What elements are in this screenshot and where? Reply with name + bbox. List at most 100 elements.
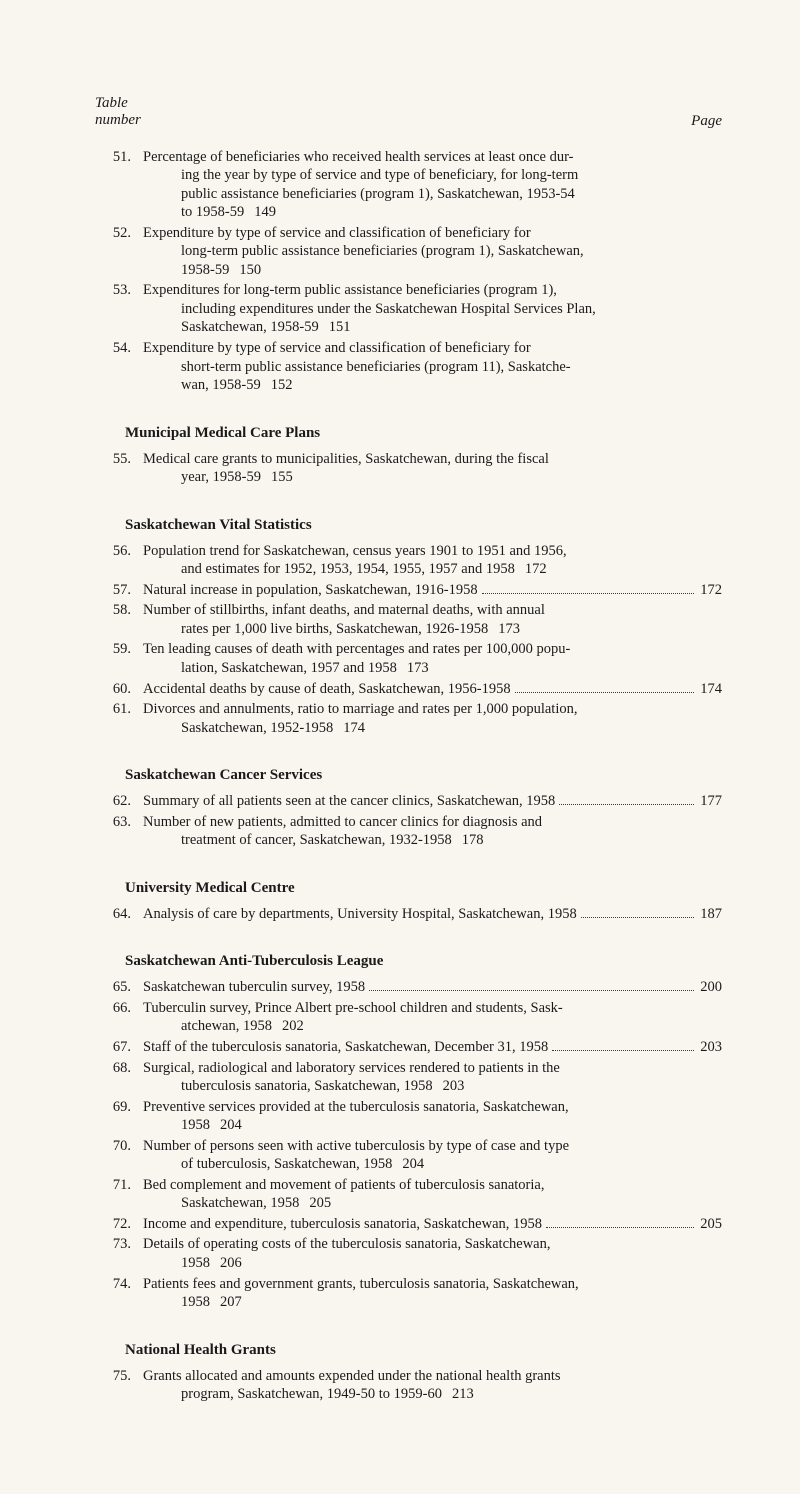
header-page-label: Page [691,113,722,130]
entry-page-number: 202 [280,1018,304,1034]
entry-last-text: Analysis of care by departments, Univers… [143,905,577,924]
entry-last-text: year, 1958-59 [181,469,261,485]
entry-last-line: 1958206 [143,1254,722,1273]
entry-number: 53. [95,281,143,337]
toc-entry: 53.Expenditures for long-term public ass… [95,281,722,337]
header-table-label: Table [95,95,128,111]
entry-number: 52. [95,224,143,280]
section-title: Saskatchewan Cancer Services [125,767,722,784]
toc-entry: 60.Accidental deaths by cause of death, … [95,680,722,699]
entry-number: 73. [95,1235,143,1272]
toc-section: 51.Percentage of beneficiaries who recei… [95,148,722,395]
entry-number: 59. [95,640,143,677]
toc-entry: 75.Grants allocated and amounts expended… [95,1367,722,1404]
entry-page-number: 152 [269,377,293,393]
entry-last-line: Saskatchewan tuberculin survey, 1958200 [143,978,722,997]
entry-body: Number of persons seen with active tuber… [143,1137,722,1174]
dot-leader [369,990,694,991]
entry-number: 60. [95,680,143,699]
toc-section: Municipal Medical Care Plans55.Medical c… [95,425,722,487]
entry-body: Patients fees and government grants, tub… [143,1275,722,1312]
entry-last-line: Natural increase in population, Saskatch… [143,581,722,600]
entry-last-line: Saskatchewan, 1958-59 151 [143,318,722,337]
section-title: Saskatchewan Vital Statistics [125,517,722,534]
entry-text-line: Number of persons seen with active tuber… [143,1137,722,1156]
entry-last-text: Saskatchewan, 1958 [181,1195,299,1211]
entry-last-line: tuberculosis sanatoria, Saskatchewan, 19… [143,1077,722,1096]
toc-entry: 52.Expenditure by type of service and cl… [95,224,722,280]
entry-number: 68. [95,1059,143,1096]
entry-body: Tuberculin survey, Prince Albert pre-sch… [143,999,722,1036]
toc-entry: 62.Summary of all patients seen at the c… [95,792,722,811]
entry-last-text: Saskatchewan, 1958-59 [181,319,319,335]
entry-page-number: 173 [496,621,520,637]
entry-text-line: Number of stillbirths, infant deaths, an… [143,601,722,620]
entry-last-text: Accidental deaths by cause of death, Sas… [143,680,511,699]
entry-last-text: of tuberculosis, Saskatchewan, 1958 [181,1156,392,1172]
entry-text-line: Expenditure by type of service and class… [143,339,722,358]
page-header: Table number Page [95,95,722,130]
entry-number: 51. [95,148,143,222]
entry-text-line: including expenditures under the Saskatc… [143,300,722,319]
toc-section: Saskatchewan Cancer Services 62.Summary o… [95,767,722,850]
entry-page-number: 177 [698,792,722,811]
toc-entry: 69.Preventive services provided at the t… [95,1098,722,1135]
entry-last-line: 1958-59150 [143,261,722,280]
entry-text-line: Number of new patients, admitted to canc… [143,813,722,832]
entry-body: Divorces and annulments, ratio to marria… [143,700,722,737]
entry-last-text: to 1958-59 [181,204,244,220]
toc-section: Saskatchewan Anti-Tuberculosis League65.… [95,953,722,1311]
toc-entry: 57.Natural increase in population, Saska… [95,581,722,600]
entry-text-line: Medical care grants to municipalities, S… [143,450,722,469]
toc-section: University Medical Centre64.Analysis of … [95,880,722,924]
entry-last-text: program, Saskatchewan, 1949-50 to 1959-6… [181,1386,442,1402]
entry-number: 61. [95,700,143,737]
toc-entry: 56.Population trend for Saskatchewan, ce… [95,542,722,579]
dot-leader [515,692,695,693]
entry-text-line: public assistance beneficiaries (program… [143,185,722,204]
entry-text-line: Grants allocated and amounts expended un… [143,1367,722,1386]
entry-body: Number of new patients, admitted to canc… [143,813,722,850]
entry-number: 67. [95,1038,143,1057]
entry-body: Preventive services provided at the tube… [143,1098,722,1135]
entry-number: 69. [95,1098,143,1135]
entry-last-text: rates per 1,000 live births, Saskatchewa… [181,621,488,637]
entry-page-number: 174 [341,720,365,736]
entry-last-line: Summary of all patients seen at the canc… [143,792,722,811]
entry-page-number: 203 [698,1038,722,1057]
entry-text-line: Ten leading causes of death with percent… [143,640,722,659]
entry-last-text: tuberculosis sanatoria, Saskatchewan, 19… [181,1078,433,1094]
entry-number: 63. [95,813,143,850]
dot-leader [482,593,695,594]
entry-number: 57. [95,581,143,600]
entry-last-line: year, 1958-59155 [143,468,722,487]
toc-entry: 61.Divorces and annulments, ratio to mar… [95,700,722,737]
entry-page-number: 204 [218,1117,242,1133]
toc-entry: 66.Tuberculin survey, Prince Albert pre-… [95,999,722,1036]
toc-section: National Health Grants75.Grants allocate… [95,1342,722,1404]
entry-text-line: ing the year by type of service and type… [143,166,722,185]
entry-body: Income and expenditure, tuberculosis san… [143,1215,722,1234]
entry-body: Expenditure by type of service and class… [143,224,722,280]
toc-section: Saskatchewan Vital Statistics 56.Populati… [95,517,722,737]
entry-last-line: Accidental deaths by cause of death, Sas… [143,680,722,699]
entry-page-number: 207 [218,1294,242,1310]
entry-page-number: 151 [327,319,351,335]
entry-last-line: rates per 1,000 live births, Saskatchewa… [143,620,722,639]
entry-body: Details of operating costs of the tuberc… [143,1235,722,1272]
entry-body: Surgical, radiological and laboratory se… [143,1059,722,1096]
entry-last-text: wan, 1958-59 [181,377,261,393]
entry-last-line: program, Saskatchewan, 1949-50 to 1959-6… [143,1385,722,1404]
toc-body: 51.Percentage of beneficiaries who recei… [95,148,722,1404]
entry-number: 66. [95,999,143,1036]
entry-last-line: Saskatchewan, 1952-1958174 [143,719,722,738]
entry-page-number: 213 [450,1386,474,1402]
entry-body: Expenditure by type of service and class… [143,339,722,395]
header-left: Table number [95,95,141,130]
entry-text-line: Surgical, radiological and laboratory se… [143,1059,722,1078]
entry-body: Grants allocated and amounts expended un… [143,1367,722,1404]
entry-last-text: lation, Saskatchewan, 1957 and 1958 [181,660,397,676]
entry-body: Ten leading causes of death with percent… [143,640,722,677]
toc-entry: 64.Analysis of care by departments, Univ… [95,905,722,924]
entry-text-line: Tuberculin survey, Prince Albert pre-sch… [143,999,722,1018]
